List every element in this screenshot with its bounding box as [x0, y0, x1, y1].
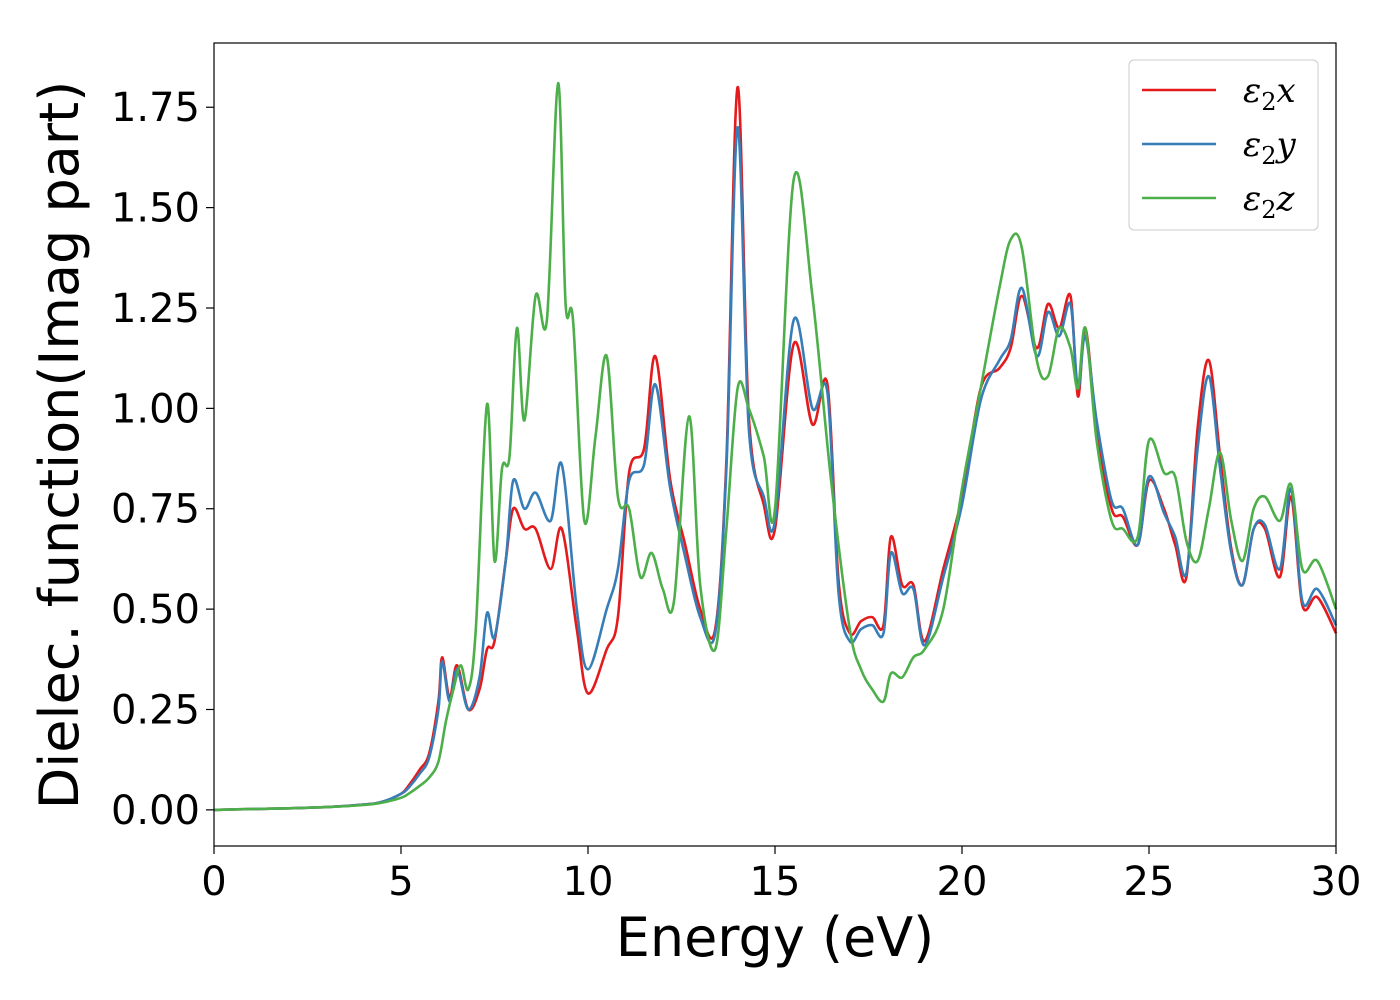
- series-line-y: [213, 125, 1338, 812]
- series-line-z: [213, 81, 1338, 812]
- legend: ε2x ε2y ε2z: [1128, 59, 1319, 231]
- y-tick-label: 0.25: [111, 687, 200, 733]
- x-tick-label: 20: [937, 859, 988, 905]
- x-tick-label: 5: [388, 859, 413, 905]
- x-tick-label: 0: [201, 859, 226, 905]
- y-axis-title: Dielec. function(Imag part): [28, 81, 91, 810]
- y-tick-label: 1.75: [111, 85, 200, 131]
- x-tick-label: 30: [1311, 859, 1362, 905]
- x-axis: 0 5 10 15 20 25 30: [201, 846, 1361, 905]
- series-layer: [213, 81, 1338, 812]
- y-tick-label: 1.00: [111, 386, 200, 432]
- y-tick-label: 1.50: [111, 186, 200, 232]
- y-tick-label: 1.25: [111, 286, 200, 332]
- x-tick-label: 15: [750, 859, 801, 905]
- y-tick-label: 0.75: [111, 487, 200, 533]
- legend-label-x: ε2x: [1243, 71, 1296, 116]
- y-tick-label: 0.00: [111, 788, 200, 834]
- series-line-x: [213, 85, 1338, 812]
- x-tick-label: 10: [563, 859, 614, 905]
- y-tick-label: 0.50: [111, 587, 200, 633]
- legend-label-y: ε2y: [1243, 125, 1297, 170]
- legend-label-z: ε2z: [1243, 179, 1296, 224]
- x-tick-label: 25: [1124, 859, 1175, 905]
- y-axis: 0.00 0.25 0.50 0.75 1.00 1.25 1.50 1.75: [111, 85, 214, 834]
- legend-box: [1128, 59, 1319, 231]
- x-axis-title: Energy (eV): [616, 906, 935, 969]
